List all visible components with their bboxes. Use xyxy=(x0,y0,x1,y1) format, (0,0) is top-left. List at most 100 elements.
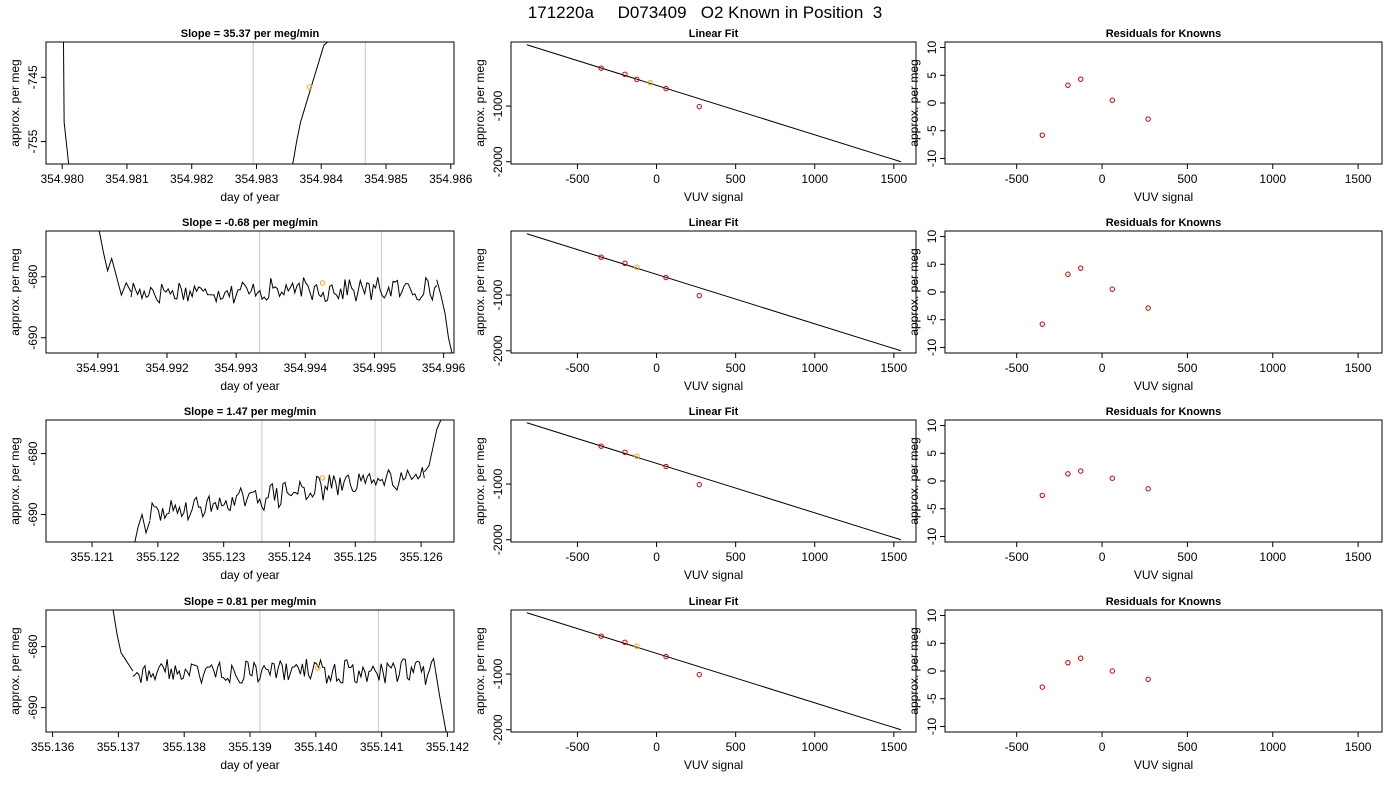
x-tick-label: 0 xyxy=(1099,361,1106,375)
data-point xyxy=(696,671,702,678)
y-axis-label: approx. per meg xyxy=(8,627,22,714)
trace-line xyxy=(130,276,438,304)
panel-title: Linear Fit xyxy=(689,28,739,40)
panel-8: Linear Fit -500 0 500 1000 1500 -1000 -2000 VUV … xyxy=(473,406,917,582)
data-point xyxy=(696,103,702,110)
x-tick-label: 354.985 xyxy=(364,172,408,186)
x-axis-label: day of year xyxy=(220,758,279,772)
y-axis-label: approx. per meg xyxy=(473,627,487,714)
y-tick-label: -10 xyxy=(925,717,939,735)
trace-line xyxy=(436,279,453,353)
data-point xyxy=(634,264,640,270)
panel-title: Linear Fit xyxy=(689,406,739,418)
panel-title: Slope = -0.68 per meg/min xyxy=(182,217,318,229)
data-point xyxy=(1039,684,1046,690)
x-axis-label: day of year xyxy=(220,568,279,582)
plot-frame xyxy=(45,609,455,733)
data-point xyxy=(598,254,604,260)
y-tick-label: -2000 xyxy=(491,524,505,555)
y-axis-label: approx. per meg xyxy=(907,627,921,714)
x-tick-label: 1500 xyxy=(881,172,908,186)
fit-line xyxy=(526,233,902,352)
panel-10: Slope = 0.81 per meg/min 355.136 355.137 35… xyxy=(8,596,469,772)
data-point xyxy=(663,85,669,92)
data-point xyxy=(663,463,669,470)
data-point xyxy=(1078,655,1084,661)
x-tick-label: 354.991 xyxy=(76,361,120,375)
marker-point xyxy=(315,665,321,671)
x-tick-label: 355.141 xyxy=(360,740,404,754)
panel-title: Linear Fit xyxy=(689,217,739,229)
fit-line xyxy=(526,612,902,731)
y-tick-label: -2000 xyxy=(491,714,505,745)
figure-title: 171220a D073409 O2 Known in Position 3 xyxy=(528,3,882,22)
plot-frame xyxy=(45,230,455,354)
panel-title: Residuals for Knowns xyxy=(1106,406,1222,418)
plot-frame xyxy=(45,41,455,165)
trace-line xyxy=(423,420,442,473)
plot-frame xyxy=(510,609,917,733)
x-tick-label: 355.137 xyxy=(97,740,141,754)
data-point xyxy=(622,639,628,646)
y-tick-label: 10 xyxy=(925,419,939,433)
x-tick-label: 1500 xyxy=(881,550,908,564)
y-tick-label: 10 xyxy=(925,230,939,244)
y-tick-label: -2000 xyxy=(491,335,505,366)
x-tick-label: 1000 xyxy=(801,172,828,186)
y-tick-label: -5 xyxy=(925,693,939,704)
data-point xyxy=(1039,132,1046,138)
y-axis-label: approx. per meg xyxy=(907,437,921,524)
y-axis-label: approx. per meg xyxy=(8,248,22,335)
fit-line xyxy=(526,44,902,163)
y-tick-label: 0 xyxy=(925,288,939,295)
data-point xyxy=(1078,265,1084,271)
panel-2: Linear Fit -500 0 500 1000 1500 -1000 -2000 VUV … xyxy=(473,28,917,204)
data-point xyxy=(598,633,604,639)
y-tick-label: -10 xyxy=(925,338,939,356)
plot-area xyxy=(526,233,902,352)
y-tick-label: -755 xyxy=(26,129,40,153)
x-tick-label: 1000 xyxy=(801,740,828,754)
data-point xyxy=(696,292,702,299)
panel-12: Residuals for Knowns -500 0 500 1000 1500 10 5 0… xyxy=(907,596,1383,772)
data-point xyxy=(1065,82,1071,88)
y-tick-label: -680 xyxy=(26,441,40,465)
y-tick-label: 5 xyxy=(925,450,939,457)
x-tick-label: 0 xyxy=(653,550,660,564)
y-tick-label: -745 xyxy=(26,65,40,89)
x-tick-label: 355.125 xyxy=(334,550,378,564)
x-axis-label: VUV signal xyxy=(684,190,743,204)
y-tick-label: -680 xyxy=(26,634,40,658)
y-tick-label: -1000 xyxy=(491,468,505,499)
panel-title: Slope = 35.37 per meg/min xyxy=(181,28,320,40)
x-tick-label: 354.982 xyxy=(170,172,214,186)
data-point xyxy=(1078,468,1084,474)
x-tick-label: -500 xyxy=(1005,172,1029,186)
x-tick-label: 354.983 xyxy=(235,172,279,186)
x-tick-label: 355.126 xyxy=(399,550,443,564)
x-tick-label: -500 xyxy=(565,740,589,754)
x-tick-label: 1000 xyxy=(1259,550,1286,564)
trace-line xyxy=(435,670,447,732)
y-tick-label: -690 xyxy=(26,695,40,719)
x-tick-label: 354.992 xyxy=(145,361,189,375)
plot-area xyxy=(1039,76,1151,138)
data-point xyxy=(663,653,669,660)
panel-title: Residuals for Knowns xyxy=(1106,217,1222,229)
x-tick-label: 354.994 xyxy=(284,361,328,375)
panel-title: Linear Fit xyxy=(689,596,739,608)
x-axis-label: VUV signal xyxy=(1134,379,1193,393)
x-tick-label: 500 xyxy=(726,361,746,375)
y-tick-label: 0 xyxy=(925,667,939,674)
x-tick-label: 500 xyxy=(726,740,746,754)
x-axis-label: day of year xyxy=(220,379,279,393)
data-point xyxy=(622,449,628,456)
panel-title: Residuals for Knowns xyxy=(1106,28,1222,40)
panel-title: Residuals for Knowns xyxy=(1106,596,1222,608)
data-point xyxy=(1039,492,1046,499)
y-tick-label: -10 xyxy=(925,527,939,545)
y-axis-label: approx. per meg xyxy=(473,437,487,524)
y-tick-label: -5 xyxy=(925,125,939,136)
x-tick-label: 355.140 xyxy=(294,740,338,754)
y-tick-label: -1000 xyxy=(491,90,505,121)
